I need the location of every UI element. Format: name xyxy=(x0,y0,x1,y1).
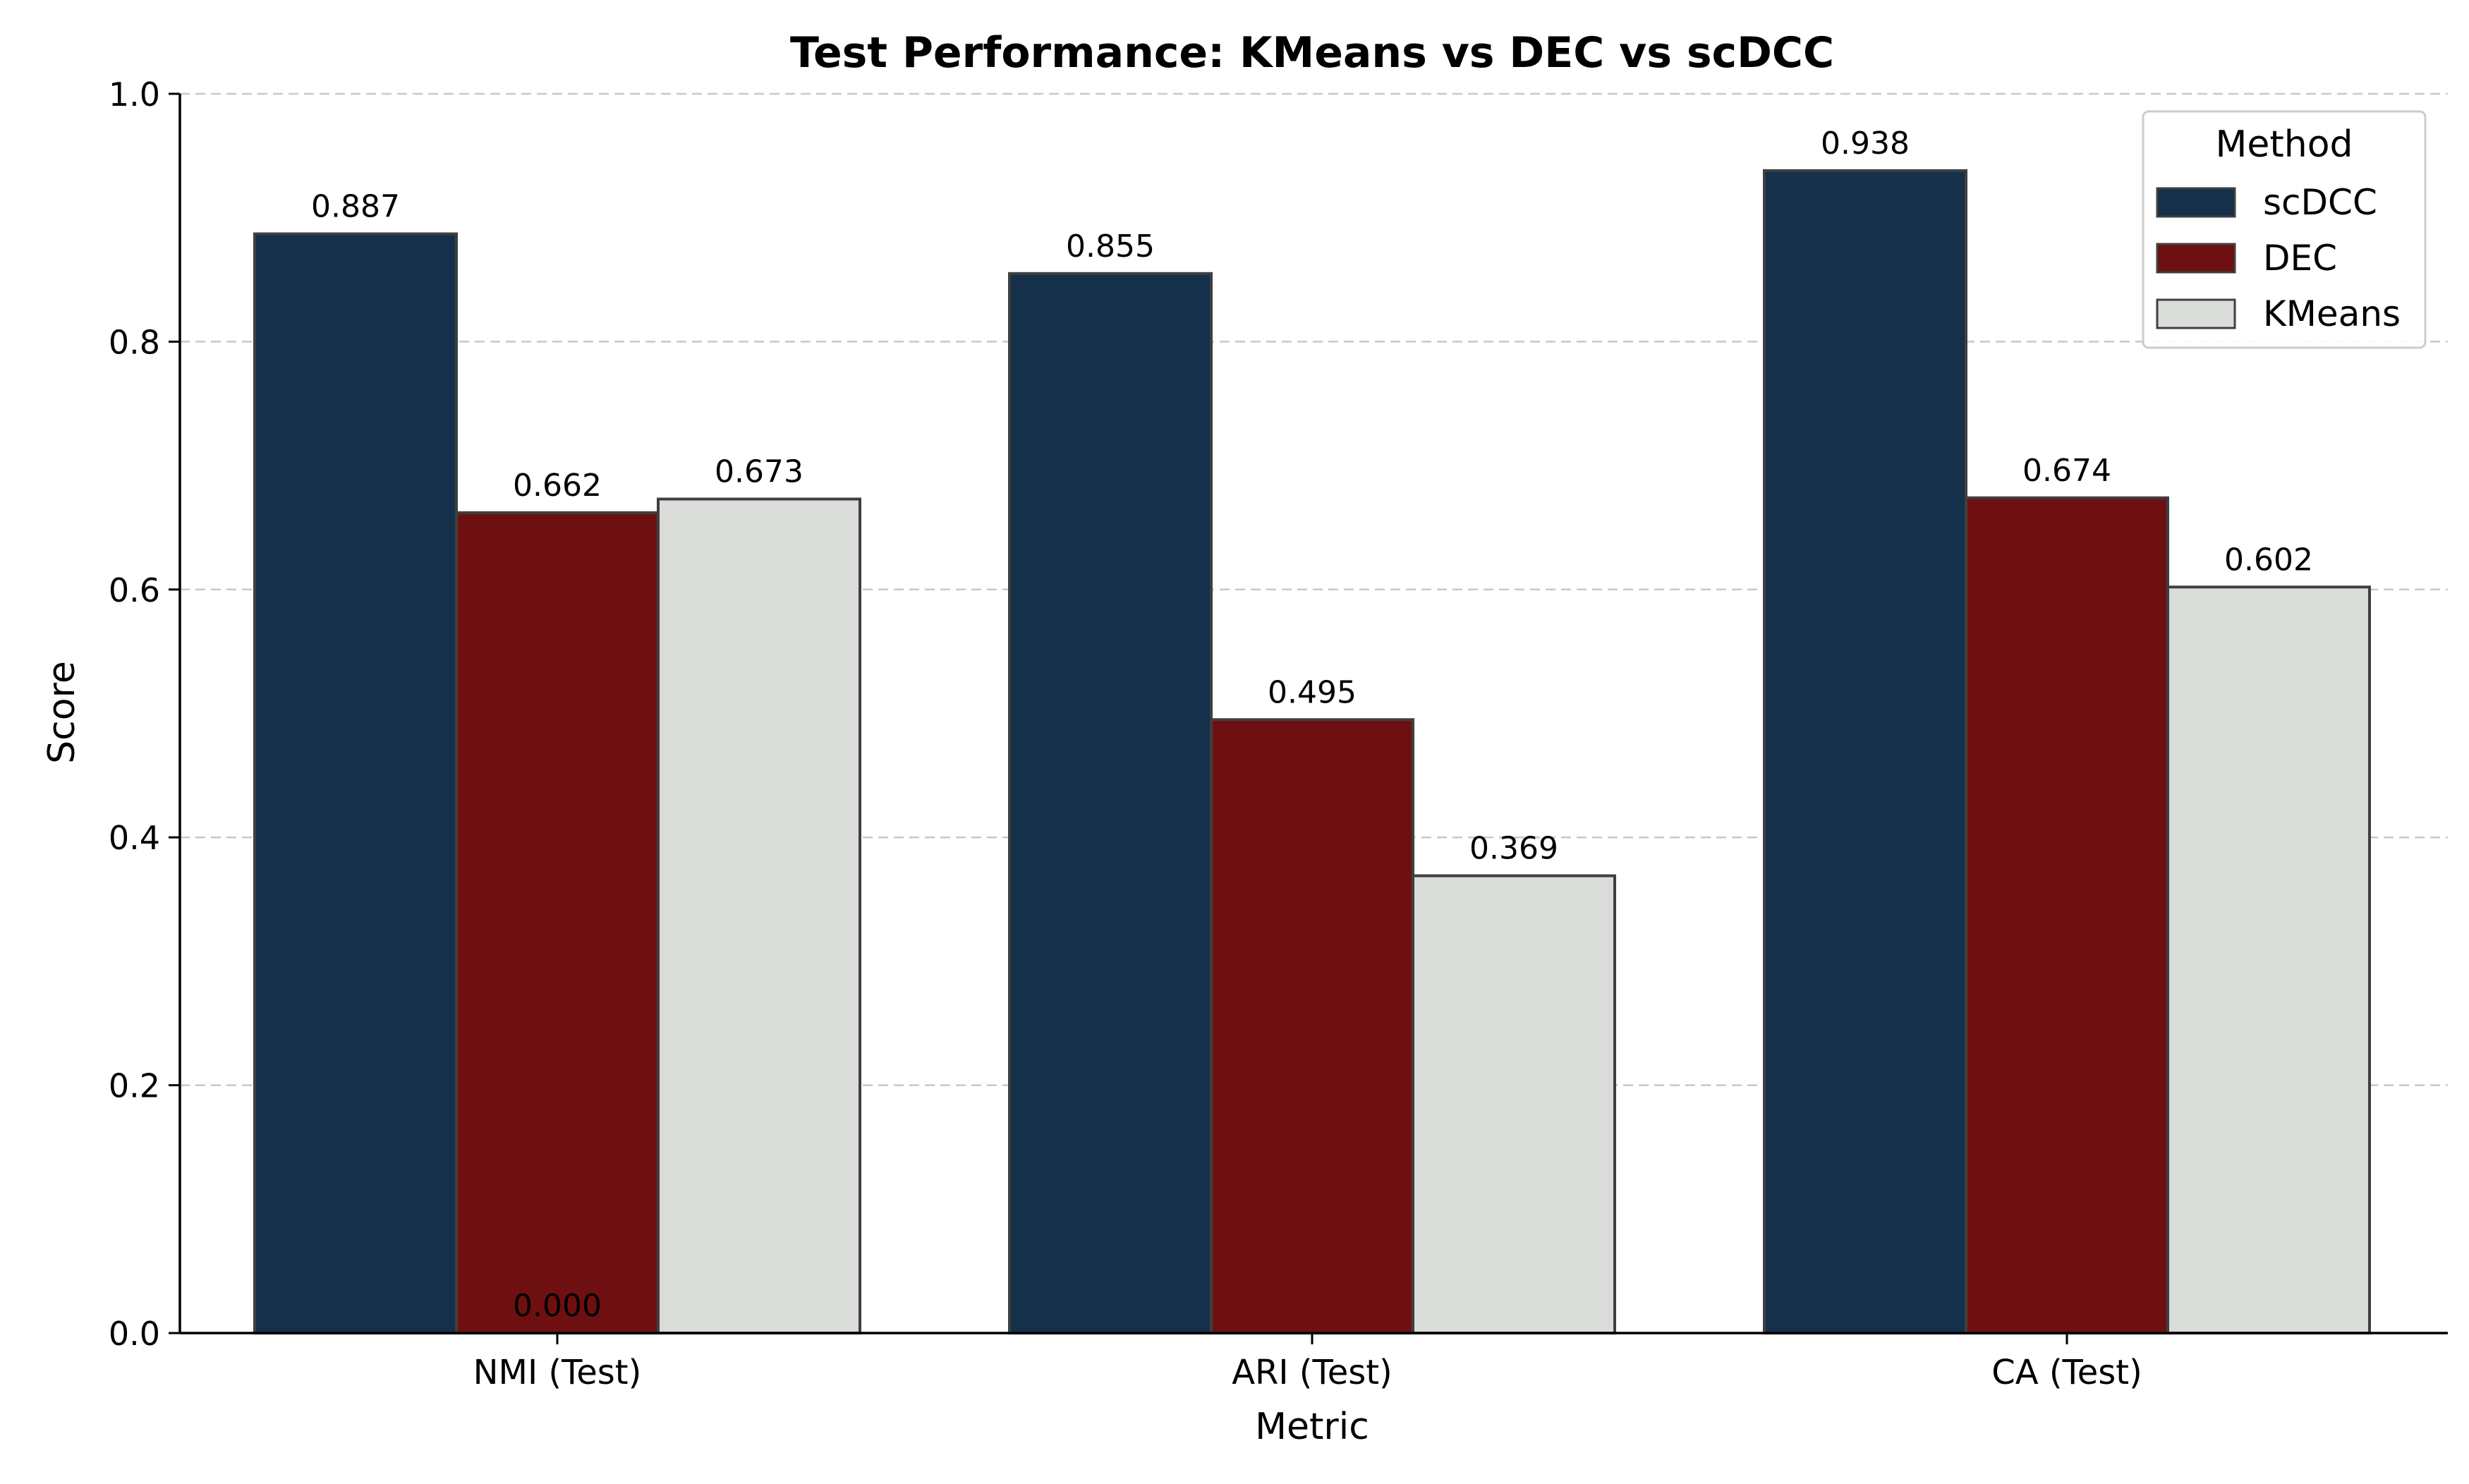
legend-swatch-scdcc xyxy=(2156,187,2236,218)
bar-scdcc-1 xyxy=(1008,272,1213,1334)
bars xyxy=(253,169,2371,1335)
bar-scdcc-0 xyxy=(253,232,458,1334)
y-tick-label: 0.4 xyxy=(109,819,160,857)
bar-value-label: 0.855 xyxy=(1066,229,1155,264)
legend: Method scDCC DEC KMeans xyxy=(2142,110,2427,349)
y-axis-label: Score xyxy=(41,661,83,764)
bar-kmeans-0 xyxy=(657,497,861,1335)
x-tick-label: NMI (Test) xyxy=(473,1353,642,1392)
legend-label: DEC xyxy=(2263,238,2337,279)
x-axis-label: Metric xyxy=(1255,1406,1369,1448)
bar-dec-0 xyxy=(455,511,660,1335)
legend-items: scDCC DEC KMeans xyxy=(2156,182,2401,334)
legend-label: scDCC xyxy=(2263,182,2377,223)
y-tick-label: 0.8 xyxy=(109,323,160,361)
bar-value-label: 0.369 xyxy=(1469,831,1558,867)
bar-value-label: 0.662 xyxy=(513,468,602,504)
bar-dec-2 xyxy=(1965,496,2169,1334)
legend-frame xyxy=(2142,110,2427,349)
bar-kmeans-2 xyxy=(2166,585,2371,1334)
data-labels: 0.887 0.855 0.938 0.662 0.495 0.674 0.673 0.369… xyxy=(311,126,2313,1324)
bar-value-label: 0.887 xyxy=(311,189,400,225)
legend-swatch-dec xyxy=(2156,243,2236,274)
bar-value-label: 0.673 xyxy=(715,454,803,490)
chart-title: Test Performance: KMeans vs DEC vs scDCC xyxy=(790,28,1834,78)
legend-title: Method xyxy=(2215,123,2353,166)
legend-label: KMeans xyxy=(2263,293,2401,334)
bar-value-label: 0.938 xyxy=(1821,126,1910,162)
bar-value-label: 0.674 xyxy=(2022,453,2111,489)
bar-kmeans-1 xyxy=(1412,874,1616,1334)
x-tick-label: ARI (Test) xyxy=(1232,1353,1393,1392)
y-tick-label: 0.0 xyxy=(109,1315,160,1353)
axes: 0.0 0.2 0.4 0.6 0.8 1.0 NMI (Test) ARI (Test) CA… xyxy=(109,75,2448,1392)
bar-value-label: 0.602 xyxy=(2224,542,2313,578)
x-tick-label: CA (Test) xyxy=(1991,1353,2142,1392)
bar-value-label: 0.495 xyxy=(1268,674,1357,710)
y-tick-label: 1.0 xyxy=(109,75,160,114)
legend-swatch-kmeans xyxy=(2156,298,2236,329)
annotation-label: 0.000 xyxy=(513,1288,602,1324)
bar-scdcc-2 xyxy=(1763,169,1967,1335)
y-tick-label: 0.2 xyxy=(109,1067,160,1105)
y-tick-label: 0.6 xyxy=(109,571,160,609)
bar-dec-1 xyxy=(1210,718,1414,1334)
